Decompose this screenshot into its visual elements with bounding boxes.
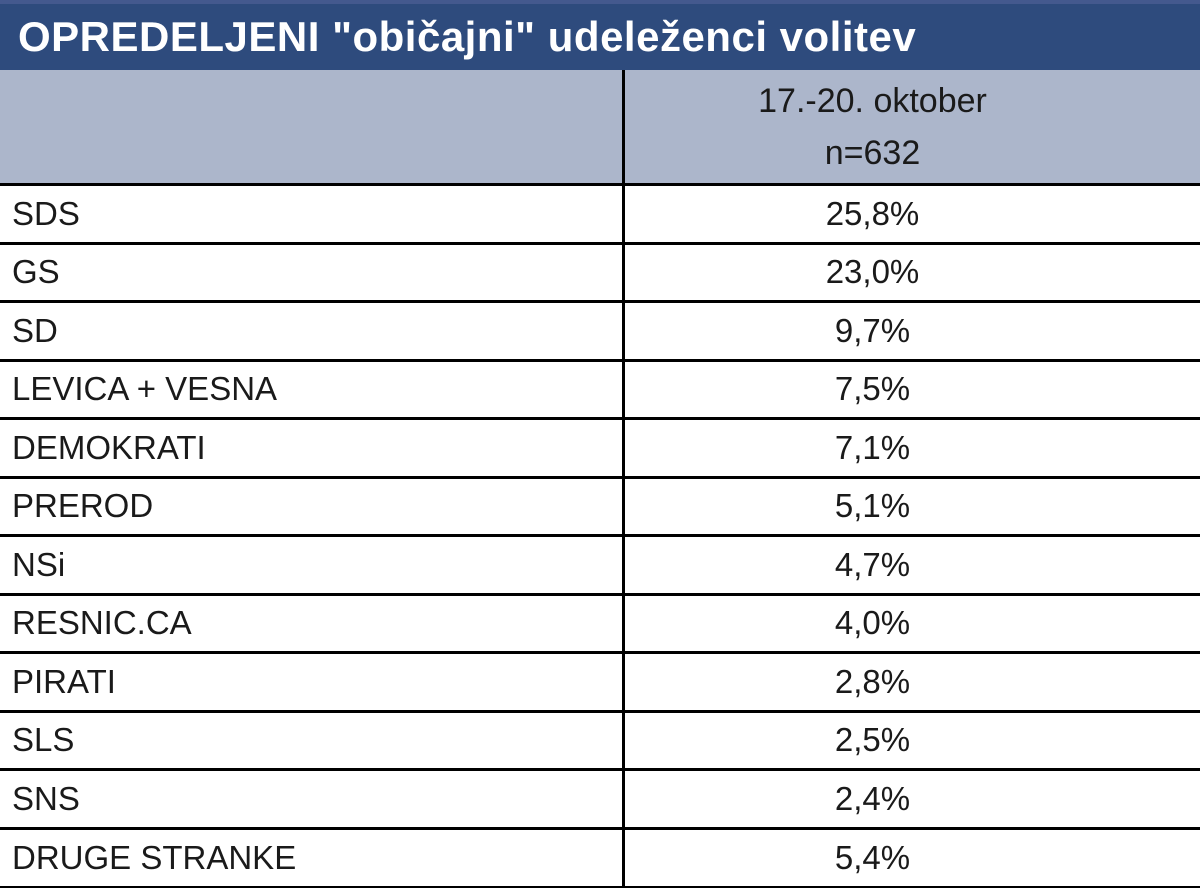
party-percentage-cell: 5,4% (625, 830, 1200, 887)
party-name-cell: PREROD (0, 478, 625, 534)
table-row: PIRATI 2,8% (0, 654, 1200, 713)
table-header-row: 17.-20. oktober n=632 (0, 70, 1200, 186)
party-percentage: 4,0% (834, 604, 911, 642)
header-empty-cell (0, 70, 625, 183)
header-sample-size-label: n=632 (824, 133, 921, 172)
party-name-cell: SD (0, 303, 625, 359)
party-percentage-cell: 9,7% (625, 303, 1200, 359)
party-percentage: 2,4% (834, 779, 911, 817)
party-name-cell: RESNIC.CA (0, 595, 625, 651)
party-name-cell: PIRATI (0, 654, 625, 710)
party-percentage: 7,1% (834, 428, 911, 466)
party-percentage: 9,7% (834, 311, 911, 349)
party-percentage-cell: 2,5% (625, 713, 1200, 769)
party-name-cell: DEMOKRATI (0, 420, 625, 476)
party-name: SDS (12, 194, 80, 232)
party-percentage: 5,4% (834, 838, 911, 876)
table-row: SNS 2,4% (0, 771, 1200, 830)
table-row: PREROD 5,1% (0, 478, 1200, 537)
party-name: NSi (12, 545, 66, 583)
party-name-cell: LEVICA + VESNA (0, 361, 625, 417)
party-percentage-cell: 25,8% (625, 186, 1200, 242)
table-row: RESNIC.CA 4,0% (0, 595, 1200, 654)
table-row: SDS 25,8% (0, 186, 1200, 245)
party-percentage: 4,7% (834, 545, 911, 583)
table-row: NSi 4,7% (0, 537, 1200, 596)
party-percentage: 25,8% (825, 194, 920, 232)
party-percentage: 2,8% (834, 662, 911, 700)
party-name-cell: SLS (0, 712, 625, 768)
party-name: RESNIC.CA (12, 604, 192, 642)
table-title-bar: OPREDELJENI "običajni" udeleženci volite… (0, 0, 1200, 70)
party-percentage-cell: 4,7% (625, 537, 1200, 593)
party-name: PIRATI (12, 662, 116, 700)
party-name-cell: SNS (0, 771, 625, 827)
party-name: DEMOKRATI (12, 428, 206, 466)
party-percentage-cell: 2,8% (625, 654, 1200, 710)
table-row: SLS 2,5% (0, 712, 1200, 771)
party-name: PREROD (12, 487, 154, 525)
party-percentage-cell: 7,1% (625, 420, 1200, 476)
party-percentage: 2,5% (834, 721, 911, 759)
party-name: GS (12, 253, 60, 291)
party-name: LEVICA + VESNA (12, 370, 278, 408)
table-row: GS 23,0% (0, 244, 1200, 303)
party-percentage-cell: 4,0% (625, 596, 1200, 652)
party-name-cell: SDS (0, 186, 625, 242)
table-row: DEMOKRATI 7,1% (0, 420, 1200, 479)
table-row: SD 9,7% (0, 303, 1200, 362)
party-percentage-cell: 23,0% (625, 245, 1200, 301)
party-percentage: 5,1% (834, 487, 911, 525)
party-name: DRUGE STRANKE (12, 838, 297, 876)
table-row: LEVICA + VESNA 7,5% (0, 361, 1200, 420)
table-body: SDS 25,8% GS 23,0% SD 9,7% LEVICA + VESN… (0, 186, 1200, 888)
header-period-cell: 17.-20. oktober n=632 (625, 70, 1200, 183)
party-name-cell: DRUGE STRANKE (0, 829, 625, 886)
party-name-cell: GS (0, 244, 625, 300)
party-percentage: 23,0% (825, 253, 920, 291)
party-percentage: 7,5% (834, 370, 911, 408)
party-name-cell: NSi (0, 537, 625, 593)
header-period-label: 17.-20. oktober (758, 81, 987, 120)
party-name: SNS (12, 779, 80, 817)
party-percentage-cell: 2,4% (625, 771, 1200, 827)
table-title: OPREDELJENI "običajni" udeleženci volite… (18, 13, 917, 60)
party-percentage-cell: 5,1% (625, 479, 1200, 535)
party-percentage-cell: 7,5% (625, 362, 1200, 418)
party-name: SLS (12, 721, 75, 759)
party-name: SD (12, 311, 58, 349)
table-row: DRUGE STRANKE 5,4% (0, 829, 1200, 888)
